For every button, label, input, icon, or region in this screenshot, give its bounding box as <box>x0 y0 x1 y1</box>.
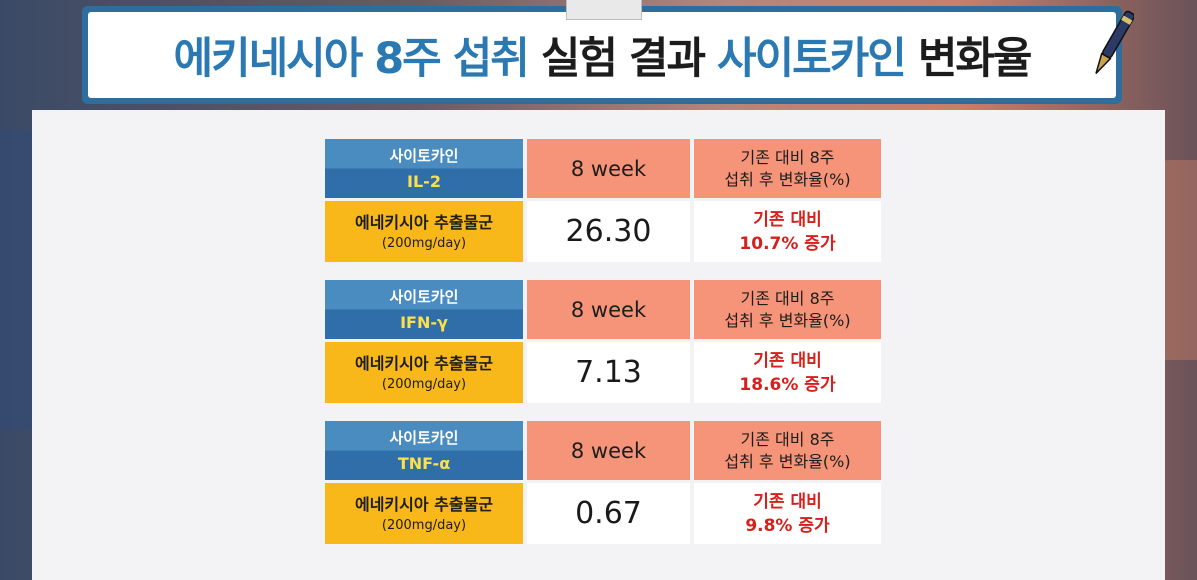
title-inner: 에키네시아 8주 섭취 실험 결과 사이토카인 변화율 <box>88 12 1116 98</box>
change-header-cell: 기존 대비 8주 섭취 후 변화율(%) <box>694 280 881 339</box>
cytokine-label: 사이토카인 <box>389 428 459 447</box>
page-title: 에키네시아 8주 섭취 실험 결과 사이토카인 변화율 <box>173 24 1033 86</box>
title-part-3: 사이토카인 <box>717 34 907 84</box>
measured-value: 0.67 <box>575 496 642 531</box>
change-header-cell: 기존 대비 8주 섭취 후 변화율(%) <box>694 421 881 480</box>
change-header-line-2: 섭취 후 변화율(%) <box>724 169 851 189</box>
change-cell: 기존 대비 18.6% 증가 <box>694 342 881 403</box>
extract-name: 에네키시아 추출물군 <box>354 494 494 514</box>
clipboard-clip <box>566 0 642 20</box>
title-banner: 에키네시아 8주 섭취 실험 결과 사이토카인 변화율 <box>82 6 1122 104</box>
value-cell: 0.67 <box>527 483 690 544</box>
change-header-cell: 기존 대비 8주 섭취 후 변화율(%) <box>694 139 881 198</box>
table-row: 사이토카인 IFN-γ 8 week 기존 대비 8주 섭취 후 변화율(%) … <box>325 280 881 403</box>
week-header-cell: 8 week <box>527 280 690 339</box>
change-line-2: 10.7% 증가 <box>739 233 836 254</box>
measured-value: 7.13 <box>575 355 642 390</box>
cytokine-header-cell: 사이토카인 TNF-α <box>325 421 523 480</box>
change-line-2: 9.8% 증가 <box>745 515 830 536</box>
change-line-1: 기존 대비 <box>753 491 822 512</box>
pen-icon <box>1095 10 1134 74</box>
cytokine-code: IFN-γ <box>400 312 448 332</box>
measured-value: 26.30 <box>565 214 652 249</box>
group-cell: 에네키시아 추출물군 (200mg/day) <box>325 342 523 403</box>
change-cell: 기존 대비 9.8% 증가 <box>694 483 881 544</box>
cytokine-code: TNF-α <box>397 453 451 473</box>
cytokine-label: 사이토카인 <box>389 146 459 165</box>
change-header-line-1: 기존 대비 8주 <box>740 288 835 308</box>
extract-name: 에네키시아 추출물군 <box>354 212 494 232</box>
title-part-4: 변화율 <box>917 34 1033 84</box>
change-header-line-2: 섭취 후 변화율(%) <box>724 451 851 471</box>
cytokine-table: 사이토카인 IL-2 8 week 기존 대비 8주 섭취 후 변화율(%) 에… <box>325 139 881 562</box>
table-row: 사이토카인 IL-2 8 week 기존 대비 8주 섭취 후 변화율(%) 에… <box>325 139 881 262</box>
dose-label: (200mg/day) <box>381 517 467 533</box>
change-line-1: 기존 대비 <box>753 350 822 371</box>
extract-name: 에네키시아 추출물군 <box>354 353 494 373</box>
week-label: 8 week <box>570 297 647 322</box>
value-cell: 26.30 <box>527 201 690 262</box>
group-cell: 에네키시아 추출물군 (200mg/day) <box>325 201 523 262</box>
change-header-line-1: 기존 대비 8주 <box>740 429 835 449</box>
cytokine-header-cell: 사이토카인 IFN-γ <box>325 280 523 339</box>
table-row: 사이토카인 TNF-α 8 week 기존 대비 8주 섭취 후 변화율(%) … <box>325 421 881 544</box>
change-line-2: 18.6% 증가 <box>739 374 836 395</box>
change-line-1: 기존 대비 <box>753 209 822 230</box>
change-header-line-2: 섭취 후 변화율(%) <box>724 310 851 330</box>
week-label: 8 week <box>570 156 647 181</box>
cytokine-code: IL-2 <box>407 171 441 191</box>
change-cell: 기존 대비 10.7% 증가 <box>694 201 881 262</box>
title-part-2: 실험 결과 <box>540 34 706 84</box>
value-cell: 7.13 <box>527 342 690 403</box>
week-header-cell: 8 week <box>527 139 690 198</box>
dose-label: (200mg/day) <box>381 376 467 392</box>
cytokine-label: 사이토카인 <box>389 287 459 306</box>
change-header-line-1: 기존 대비 8주 <box>740 147 835 167</box>
week-header-cell: 8 week <box>527 421 690 480</box>
week-label: 8 week <box>570 438 647 463</box>
title-part-1: 에키네시아 8주 섭취 <box>173 34 529 84</box>
cytokine-header-cell: 사이토카인 IL-2 <box>325 139 523 198</box>
group-cell: 에네키시아 추출물군 (200mg/day) <box>325 483 523 544</box>
dose-label: (200mg/day) <box>381 235 467 251</box>
